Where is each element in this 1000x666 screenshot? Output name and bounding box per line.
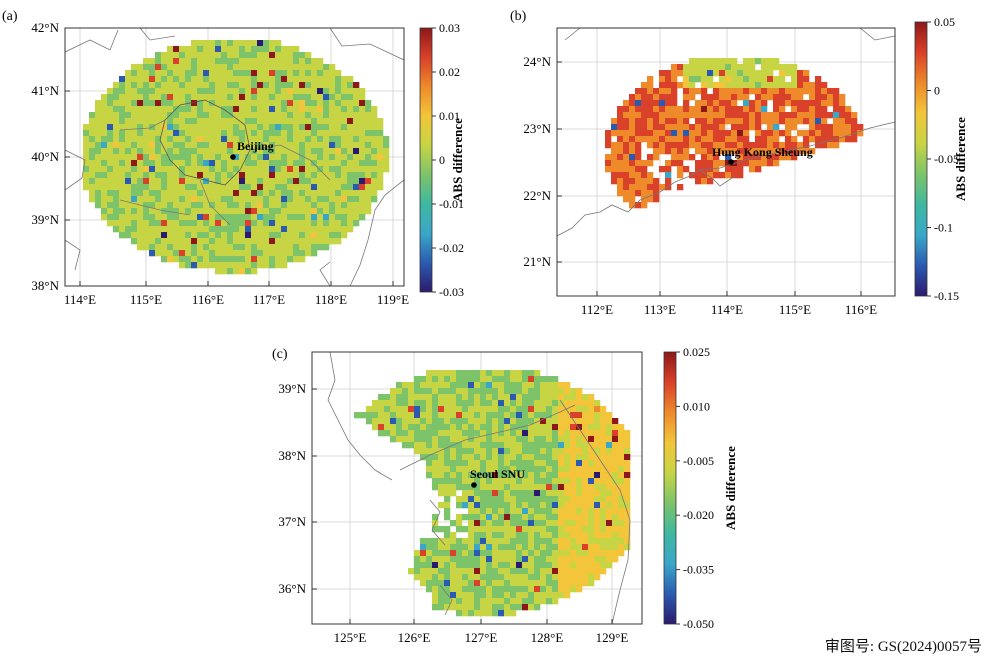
colorbar-tick-label: -0.1: [934, 221, 953, 235]
panel-b-heatmap: [605, 58, 864, 209]
lat-tick-label: 38°N: [31, 278, 59, 293]
lat-tick-label: 38°N: [278, 448, 306, 463]
panel-c-label: (c): [272, 347, 288, 362]
lat-tick-label: 36°N: [278, 581, 306, 596]
panel-a-heatmap: [83, 40, 390, 275]
lon-tick-label: 114°E: [64, 292, 96, 307]
lat-tick-label: 23°N: [523, 121, 551, 136]
panel-b-axes: 112°E 113°E 114°E 115°E 116°E 24°N 23°N 22°N 21°…: [523, 54, 877, 317]
panel-b-label: (b): [510, 9, 527, 24]
lat-tick-label: 39°N: [31, 212, 59, 227]
lon-tick-label: 117°E: [253, 292, 285, 307]
panel-c-colorbar: 0.025 0.010 -0.005 -0.020 -0.035 -0.050 ABS di…: [663, 345, 738, 631]
lat-tick-label: 41°N: [31, 83, 59, 98]
lon-tick-label: 127°E: [465, 630, 498, 645]
panel-a: (a) Beijing 114°E 115°E 116°E 117°E 118°E 119…: [2, 9, 465, 307]
panel-c-axes: 125°E 126°E 127°E 128°E 129°E 39°N 38°N 37°N 36°…: [278, 381, 628, 645]
lon-tick-label: 116°E: [192, 292, 224, 307]
lat-tick-label: 22°N: [523, 188, 551, 203]
lon-tick-label: 118°E: [315, 292, 347, 307]
lat-tick-label: 21°N: [523, 254, 551, 269]
approval-number: 审图号: GS(2024)0057号: [824, 639, 982, 655]
colorbar-tick-label: 0.05: [934, 15, 955, 29]
lon-tick-label: 115°E: [779, 302, 811, 317]
colorbar-title: ABS difference: [953, 117, 968, 201]
colorbar-tick-label: -0.01: [439, 197, 464, 211]
panel-b-city-marker: [728, 159, 734, 165]
lat-tick-label: 24°N: [523, 54, 551, 69]
panel-b-city-label: Hung Kong Sheung: [712, 145, 813, 159]
colorbar-tick-label: 0.03: [439, 21, 460, 35]
panel-c-borders: [327, 352, 631, 624]
lat-tick-label: 40°N: [31, 149, 59, 164]
panel-b: (b) Hung Kong Sheung 112°E 113°E 114°E 115°…: [510, 9, 968, 317]
colorbar-tick-label: -0.02: [439, 241, 464, 255]
colorbar-bar: [419, 27, 433, 293]
colorbar-tick-label: 0.01: [439, 109, 460, 123]
colorbar-title: ABS difference: [450, 118, 465, 202]
panel-c: (c) Seoul SNU 125°E 126°E 127°E 128°E 129°E 3…: [272, 345, 738, 645]
lon-tick-label: 116°E: [845, 302, 877, 317]
colorbar-tick-label: -0.020: [683, 508, 714, 522]
colorbar-tick-label: 0: [934, 84, 940, 98]
panel-b-borders: [557, 28, 895, 237]
panel-a-axes: 114°E 115°E 116°E 117°E 118°E 119°E 42°N 41°N 40…: [31, 20, 409, 307]
lat-tick-label: 39°N: [278, 381, 306, 396]
panel-a-label: (a): [2, 9, 18, 24]
panel-a-colorbar: 0.03 0.02 0.01 0 -0.01 -0.02 -0.03 ABS differen…: [419, 21, 465, 299]
colorbar-tick-label: -0.15: [934, 289, 959, 303]
lon-tick-label: 128°E: [531, 630, 564, 645]
panel-a-city-label: Beijing: [237, 139, 274, 153]
colorbar-tick-label: -0.050: [683, 617, 714, 631]
panel-c-city-marker: [471, 482, 477, 488]
colorbar-title: ABS difference: [723, 446, 738, 530]
colorbar-tick-label: 0.02: [439, 65, 460, 79]
lon-tick-label: 119°E: [377, 292, 409, 307]
panel-a-borders: [65, 28, 404, 286]
colorbar-bar: [663, 351, 677, 625]
lon-tick-label: 112°E: [581, 302, 613, 317]
panel-c-heatmap: [354, 370, 631, 617]
colorbar-tick-label: 0: [439, 153, 445, 167]
colorbar-tick-label: -0.03: [439, 285, 464, 299]
lon-tick-label: 114°E: [711, 302, 743, 317]
lon-tick-label: 113°E: [644, 302, 676, 317]
lon-tick-label: 125°E: [334, 630, 367, 645]
colorbar-tick-label: 0.010: [683, 399, 710, 413]
panel-c-city-label: Seoul SNU: [470, 467, 525, 481]
panel-c-frame: [311, 351, 643, 625]
lon-tick-label: 115°E: [130, 292, 162, 307]
colorbar-bar: [914, 21, 928, 297]
colorbar-tick-label: -0.05: [934, 152, 959, 166]
panel-a-city-marker: [230, 154, 236, 160]
lon-tick-label: 126°E: [398, 630, 431, 645]
colorbar-tick-label: -0.005: [683, 454, 714, 468]
colorbar-tick-label: -0.035: [683, 563, 714, 577]
colorbar-tick-label: 0.025: [683, 345, 710, 359]
lat-tick-label: 37°N: [278, 514, 306, 529]
panel-b-colorbar: 0.05 0 -0.05 -0.1 -0.15 ABS difference: [914, 15, 968, 303]
panel-b-frame: [556, 27, 896, 297]
lat-tick-label: 42°N: [31, 20, 59, 35]
lon-tick-label: 129°E: [596, 630, 629, 645]
